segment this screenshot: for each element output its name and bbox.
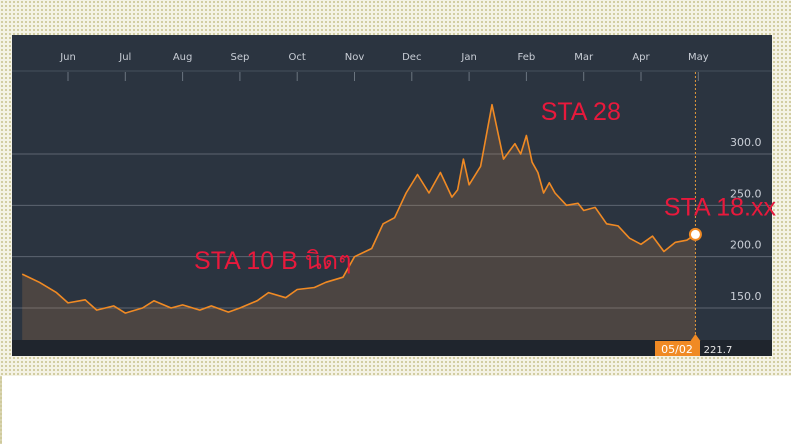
data-point [628, 237, 631, 240]
plot-background [12, 35, 772, 356]
data-point [38, 281, 41, 284]
data-point [416, 173, 419, 176]
data-point [21, 273, 24, 276]
data-point [640, 243, 643, 246]
data-point [513, 142, 516, 145]
month-label: Aug [173, 52, 193, 63]
current-date-label: 05/02 [661, 343, 693, 356]
y-tick-label: 200.0 [730, 239, 762, 252]
data-point [370, 247, 373, 250]
data-point [382, 222, 385, 225]
data-point [542, 192, 545, 195]
y-tick-label: 150.0 [730, 290, 762, 303]
data-point [685, 239, 688, 242]
data-point [674, 241, 677, 244]
data-point [468, 183, 471, 186]
month-label: Nov [345, 52, 365, 63]
current-value-label: 221.7 [704, 345, 733, 356]
grid-lines [12, 70, 772, 309]
data-point [519, 153, 522, 156]
y-axis-labels: 150.0 200.0 250.0 300.0 [730, 136, 762, 303]
annotation-label: STA 28 [541, 98, 621, 126]
y-tick-label: 250.0 [730, 187, 762, 200]
data-point [393, 216, 396, 219]
annotations: STA 10 B นิดๆ STA 28 STA 18.xx [194, 98, 776, 275]
data-point [617, 224, 620, 227]
data-point [353, 255, 356, 258]
data-point [405, 192, 408, 195]
x-axis-labels: Jun Jul Aug Sep Oct Nov Dec Jan Feb Mar Apr May [59, 52, 709, 81]
data-point [582, 209, 585, 212]
data-point [170, 307, 173, 310]
month-label: Jun [59, 52, 76, 63]
data-point [605, 222, 608, 225]
month-label: May [688, 52, 709, 63]
month-label: Feb [518, 52, 536, 63]
data-point [181, 303, 184, 306]
data-point [227, 311, 230, 314]
data-point [536, 171, 539, 174]
footer-bar [12, 340, 772, 356]
data-point [296, 288, 299, 291]
data-point [456, 188, 459, 191]
data-point [112, 304, 115, 307]
data-point [342, 276, 345, 279]
price-area-fill [22, 104, 696, 340]
data-point [256, 299, 259, 302]
data-point [577, 202, 580, 205]
data-point [662, 250, 665, 253]
data-point [198, 309, 201, 312]
data-point [439, 171, 442, 174]
current-date-badge [655, 341, 700, 356]
data-point [491, 103, 494, 106]
data-point [548, 181, 551, 184]
data-point [450, 196, 453, 199]
crosshair-marker [690, 334, 701, 341]
data-point [152, 299, 155, 302]
data-point [651, 235, 654, 238]
data-point [67, 301, 70, 304]
month-label: Jan [460, 52, 476, 63]
frame-left-border [0, 376, 2, 444]
data-point [479, 165, 482, 168]
annotation-label: STA 10 B นิดๆ [194, 247, 351, 275]
data-point [554, 192, 557, 195]
annotation-label: STA 18.xx [664, 194, 777, 222]
data-point [694, 233, 697, 236]
month-label: Sep [230, 52, 249, 63]
price-line [21, 103, 696, 314]
month-label: Oct [289, 52, 306, 63]
data-point [502, 158, 505, 161]
data-point [267, 291, 270, 294]
crosshair: 05/02 221.7 [655, 72, 732, 356]
month-label: Jul [118, 52, 131, 63]
data-point [462, 158, 465, 161]
data-point [95, 309, 98, 312]
data-point [428, 192, 431, 195]
y-tick-label: 300.0 [730, 136, 762, 149]
data-point [525, 134, 528, 137]
data-point [313, 286, 316, 289]
data-point [124, 312, 127, 315]
data-point [141, 307, 144, 310]
data-point [84, 298, 87, 301]
month-label: Apr [632, 52, 650, 63]
data-point [565, 204, 568, 207]
data-point [531, 161, 534, 164]
data-point [210, 304, 213, 307]
data-point [55, 291, 58, 294]
data-point [324, 281, 327, 284]
data-point [284, 296, 287, 299]
data-point [594, 206, 597, 209]
data-point [238, 307, 241, 310]
month-label: Mar [574, 52, 594, 63]
current-value-dot [688, 227, 702, 241]
month-label: Dec [402, 52, 421, 63]
